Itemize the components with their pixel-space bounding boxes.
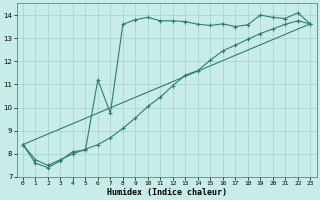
X-axis label: Humidex (Indice chaleur): Humidex (Indice chaleur)	[107, 188, 227, 197]
